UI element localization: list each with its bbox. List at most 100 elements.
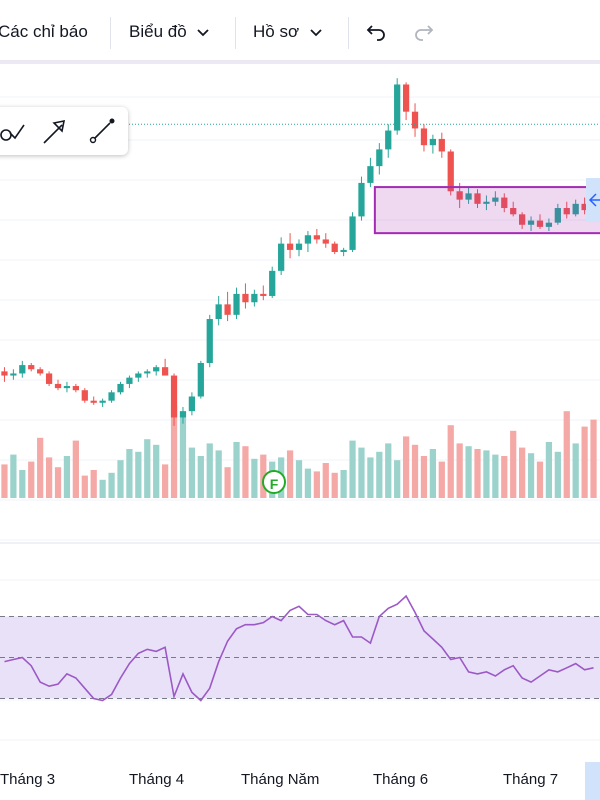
top-toolbar: Các chỉ báo Biểu đồ Hồ sơ [0, 0, 600, 64]
x-tick-label: Tháng 3 [0, 771, 56, 788]
candle-body [438, 138, 445, 152]
volume-bar [153, 444, 160, 498]
volume-bar [10, 454, 17, 498]
candle-body [206, 319, 213, 363]
volume-bar [358, 447, 365, 498]
volume-bar [492, 454, 499, 498]
volume-bar [81, 475, 88, 498]
candle-body [215, 304, 222, 320]
volume-bar [286, 450, 294, 498]
volume-bar [429, 449, 437, 498]
candles [1, 78, 597, 426]
volume-bar [90, 470, 97, 498]
candle-body [394, 84, 401, 131]
rsi-zone-layer [0, 616, 600, 699]
volume-bar [161, 464, 169, 498]
candle-body [10, 373, 17, 376]
candle-body [233, 293, 240, 315]
volume-bar [545, 442, 553, 498]
volume-bar [19, 470, 26, 498]
price-chart[interactable] [0, 64, 600, 800]
ray-tool-icon[interactable] [88, 117, 116, 145]
profile-label: Hồ sơ [253, 22, 300, 41]
x-tick-label: Tháng 7 [503, 771, 559, 788]
curve-tool-icon[interactable] [0, 117, 26, 145]
chart-type-dropdown[interactable]: Biểu đồ [129, 22, 210, 42]
indicators-button[interactable]: Các chỉ báo [0, 22, 88, 42]
candle-body [90, 400, 97, 403]
arrow-tool-icon[interactable] [40, 117, 68, 145]
candle-body [278, 243, 285, 271]
volume-bar [376, 451, 383, 498]
candle-body [170, 375, 178, 418]
candle-body [492, 197, 499, 202]
candle-body [331, 243, 338, 252]
x-tick-label: Tháng 4 [129, 771, 185, 788]
candle-body [420, 128, 428, 146]
candle-body [465, 193, 472, 200]
candle-body [313, 235, 320, 240]
volume-bar [304, 468, 312, 498]
volume-bar [197, 456, 204, 498]
candle-body [519, 214, 526, 225]
candle-body [483, 201, 490, 204]
candle-body [126, 377, 133, 384]
candle-body [135, 373, 142, 378]
candle-body [269, 270, 276, 296]
volume-bar [313, 471, 320, 498]
candle-body [572, 203, 579, 215]
candle-body [54, 383, 62, 389]
candle-body [251, 293, 258, 303]
undo-icon[interactable] [366, 24, 386, 42]
volume-bar [188, 447, 196, 498]
volume-bar [179, 416, 187, 498]
volume-bar [447, 425, 454, 498]
candle-body [1, 371, 8, 376]
volume-bar [536, 461, 544, 498]
volume-bar [242, 446, 249, 498]
volume-bar [349, 440, 356, 498]
redo-icon[interactable] [414, 24, 434, 42]
volume-bar [527, 453, 535, 498]
volume-bar [144, 439, 151, 498]
candle-body [81, 390, 88, 401]
candle-body [179, 411, 187, 418]
arrow-left-icon [588, 193, 600, 207]
event-badge[interactable]: F [262, 470, 286, 494]
volume-bar [170, 405, 178, 498]
scroll-to-latest-handle[interactable] [586, 178, 600, 222]
volume-bar [456, 443, 463, 498]
volume-bar [411, 444, 419, 498]
volume-bar [295, 460, 303, 498]
volume-bar [340, 470, 347, 498]
volume-bar [72, 440, 79, 498]
axis-corner-handle[interactable] [585, 762, 600, 800]
volume-bar [554, 451, 561, 498]
volume-bars [1, 405, 597, 498]
candle-body [304, 235, 312, 244]
candle-body [376, 149, 383, 167]
candle-body [581, 203, 588, 211]
candle-body [447, 151, 454, 192]
candle-body [501, 197, 508, 209]
candle-body [545, 222, 553, 227]
candle-body [411, 111, 419, 129]
candle-body [429, 138, 437, 146]
volume-bar [117, 460, 124, 498]
volume-bar [563, 411, 570, 498]
volume-bar [474, 449, 481, 498]
toolbar-divider [348, 17, 349, 49]
volume-bar [483, 450, 490, 498]
candle-body [224, 304, 231, 315]
chart-type-label: Biểu đồ [129, 22, 187, 41]
volume-bar [581, 426, 588, 498]
volume-bar [99, 479, 106, 498]
volume-bar [126, 449, 133, 498]
volume-bar [45, 457, 53, 498]
profile-dropdown[interactable]: Hồ sơ [253, 22, 322, 42]
candle-body [349, 216, 356, 250]
candle-body [563, 208, 570, 215]
candle-body [554, 208, 561, 223]
candle-body [144, 371, 151, 374]
candle-body [63, 386, 71, 389]
